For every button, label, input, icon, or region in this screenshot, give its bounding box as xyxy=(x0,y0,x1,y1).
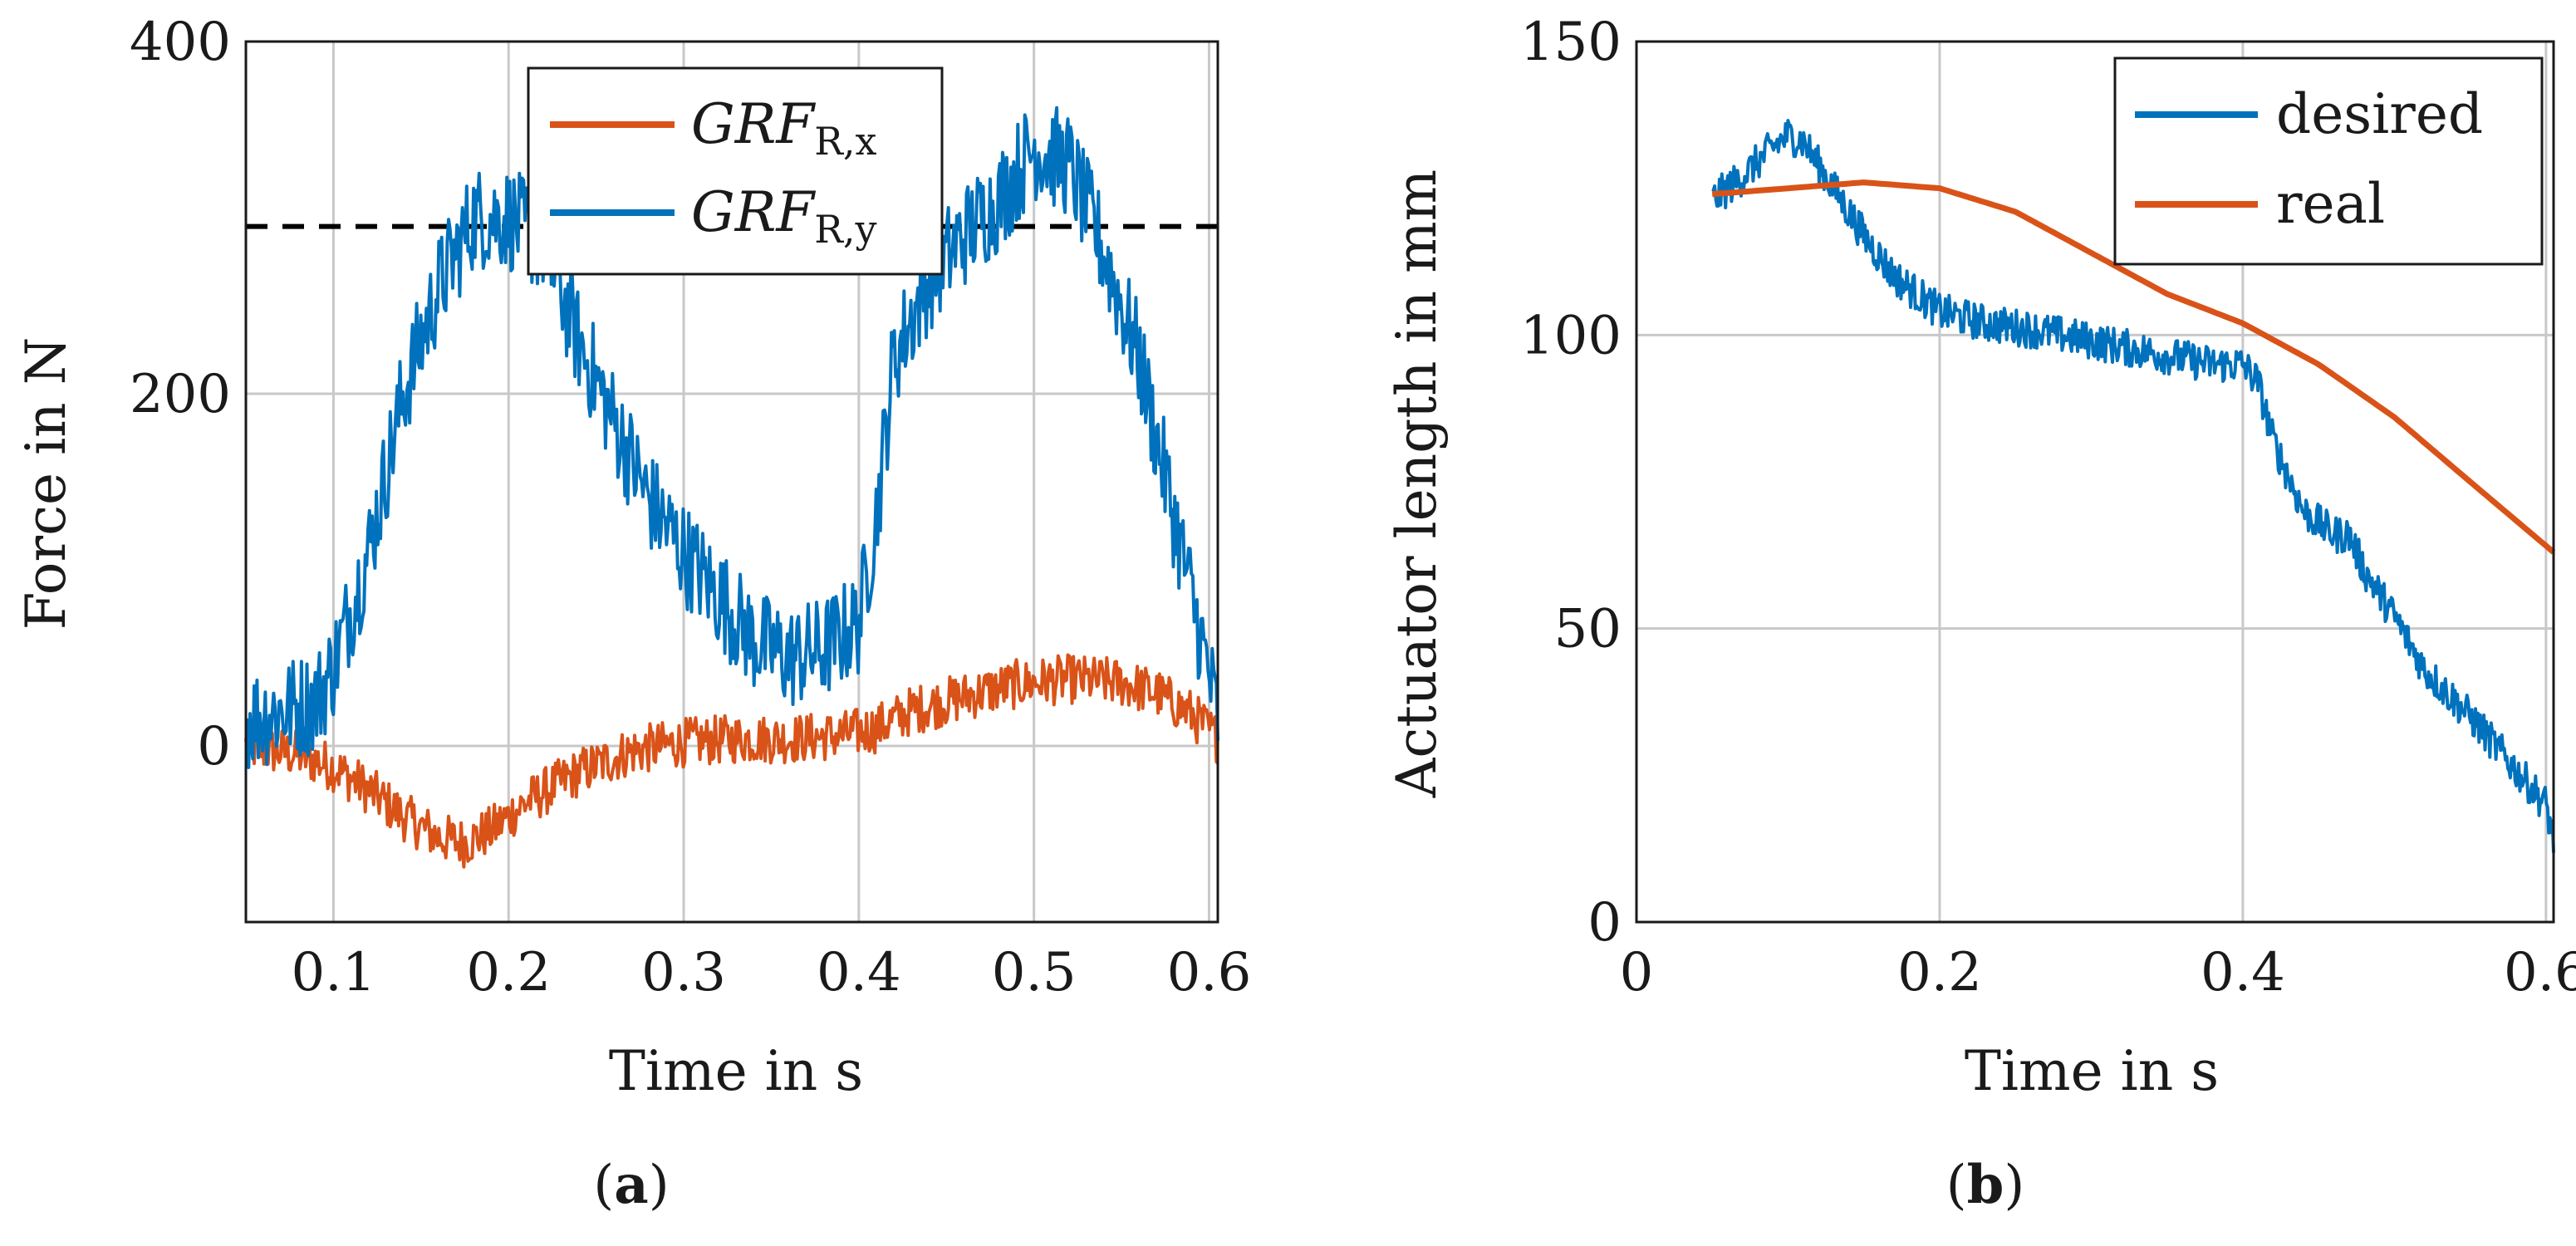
chart-a-x-tick-label: 0.6 xyxy=(1167,942,1252,1003)
chart-b-y-tick-label: 0 xyxy=(1587,892,1622,954)
chart-a-panel-label: (a) xyxy=(593,1154,669,1216)
chart-b-x-tick-label: 0.4 xyxy=(2201,942,2285,1003)
chart-a-y-tick-label: 400 xyxy=(130,12,231,73)
chart-a-legend-box xyxy=(527,66,944,276)
series-line-desired xyxy=(1711,119,2555,853)
chart-b-panel-label: (b) xyxy=(1946,1154,2025,1216)
chart-b-x-tick-label: 0.6 xyxy=(2504,942,2576,1003)
chart-a-x-tick-label: 0.3 xyxy=(641,942,726,1003)
chart-a-y-tick-label: 0 xyxy=(197,716,231,778)
chart-b-x-axis-label: Time in s xyxy=(1965,1039,2219,1103)
legend-entry-grf-ry: GRFR,y xyxy=(691,180,876,252)
chart-b-x-tick-label: 0 xyxy=(1620,942,1654,1003)
chart-a-x-axis-label: Time in s xyxy=(609,1039,863,1103)
chart-a-x-tick-label: 0.2 xyxy=(466,942,551,1003)
chart-b-y-tick-label: 150 xyxy=(1520,12,1622,73)
chart-a-legend: GRFR,x GRFR,y xyxy=(527,66,944,276)
legend-entry-real: real xyxy=(2276,172,2385,236)
series-line-grf-r-y xyxy=(244,105,1219,769)
legend-entry-grf-rx: GRFR,x xyxy=(691,92,876,164)
chart-b-y-axis-label: Actuator length in mm xyxy=(1385,169,1449,799)
chart-b-plot-frame xyxy=(1635,40,2555,924)
chart-b-tick-labels: 0 0.2 0.4 0.6 0 50 100 150 xyxy=(1520,12,2576,1003)
series-line-real xyxy=(1711,179,2556,555)
series-line-grf-r-x xyxy=(244,653,1219,869)
chart-b: 0 0.2 0.4 0.6 0 50 100 150 desired real Time in… xyxy=(1385,12,2576,1216)
chart-b-x-tick-label: 0.2 xyxy=(1897,942,1982,1003)
chart-b-series xyxy=(1711,119,2556,853)
chart-b-y-tick-label: 50 xyxy=(1554,599,1622,660)
chart-b-y-tick-label: 100 xyxy=(1520,305,1622,366)
chart-a-series xyxy=(244,105,1219,869)
chart-a-tick-labels: 0.1 0.2 0.3 0.4 0.5 0.6 0 200 400 xyxy=(130,12,1252,1003)
chart-a-x-tick-label: 0.1 xyxy=(292,942,376,1003)
chart-a-y-tick-label: 200 xyxy=(130,364,231,425)
legend-entry-desired: desired xyxy=(2276,82,2483,146)
chart-b-legend: desired real xyxy=(2113,56,2544,266)
chart-a-x-tick-label: 0.5 xyxy=(992,942,1077,1003)
chart-a-plot-frame xyxy=(244,40,1219,924)
chart-a-x-tick-label: 0.4 xyxy=(817,942,901,1003)
chart-b-legend-box xyxy=(2113,56,2544,266)
chart-a-y-axis-label: Force in N xyxy=(14,337,78,630)
